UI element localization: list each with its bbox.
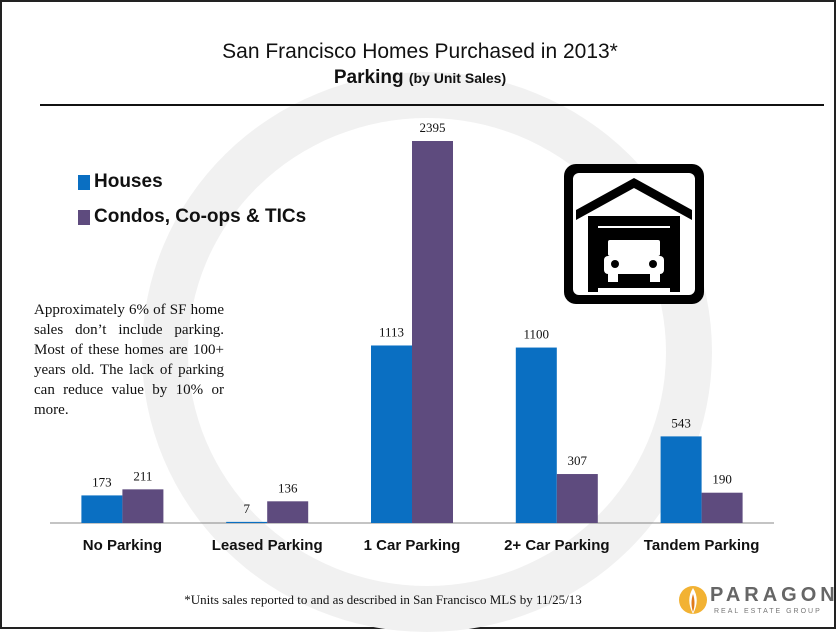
bar-houses-2-car-parking [515,347,557,523]
data-label-condos-co-ops-tics-2-car-parking: 307 [568,453,588,468]
x-tick-label-2-car-parking: 2+ Car Parking [504,537,609,554]
legend-label-houses: Houses [94,171,163,192]
bar-condos-co-ops-tics-tandem-parking [701,492,743,523]
data-label-condos-co-ops-tics-tandem-parking: 190 [712,472,732,487]
bars-group: 173 211 7 136 1113 2395 1100 307 543 190 [81,120,743,523]
x-tick-labels: No Parking Leased Parking 1 Car Parking 2+ … [83,537,760,554]
x-tick-label-tandem-parking: Tandem Parking [644,537,760,554]
bar-condos-co-ops-tics-leased-parking [267,501,309,523]
paragon-flame-icon [679,586,707,614]
subtitle-note: (by Unit Sales) [408,70,507,86]
subtitle-text: Parking [333,67,404,88]
data-label-houses-1-car-parking: 1113 [379,324,404,339]
bar-houses-tandem-parking [660,436,702,523]
x-tick-label-no-parking: No Parking [83,537,162,554]
data-label-condos-co-ops-tics-no-parking: 211 [133,468,152,483]
chart-subtitle: Parking (by Unit Sales) [2,67,836,89]
legend-swatch-houses [78,174,90,190]
x-tick-label-leased-parking: Leased Parking [212,537,323,554]
annotation-note: Approximately 6% of SF home sales don’t … [34,302,224,418]
logo-tagline: REAL ESTATE GROUP [714,608,822,615]
bar-houses-1-car-parking [371,345,412,523]
logo-wordmark: PARAGON [710,584,836,606]
chart-title: San Francisco Homes Purchased in 2013* [222,40,618,63]
bar-condos-co-ops-tics-no-parking [122,489,164,523]
legend-label-condos: Condos, Co-ops & TICs [94,206,307,227]
legend-swatch-condos [78,209,90,225]
data-label-condos-co-ops-tics-leased-parking: 136 [278,480,298,495]
footnote: *Units sales reported to and as describe… [184,592,582,607]
data-label-houses-no-parking: 173 [92,474,112,489]
bar-condos-co-ops-tics-1-car-parking [412,141,453,523]
legend-item-houses: Houses [78,170,163,194]
data-label-houses-tandem-parking: 543 [671,415,691,430]
data-label-houses-leased-parking: 7 [243,501,250,516]
x-tick-label-1-car-parking: 1 Car Parking [364,537,461,554]
bar-houses-no-parking [81,495,123,523]
data-label-houses-2-car-parking: 1100 [524,327,550,342]
legend-item-condos: Condos, Co-ops & TICs [78,205,306,229]
bar-houses-leased-parking [226,521,268,523]
bar-condos-co-ops-tics-2-car-parking [556,474,598,523]
data-label-condos-co-ops-tics-1-car-parking: 2395 [420,120,446,135]
garage-car-icon [564,164,704,304]
paragon-logo: PARAGON REAL ESTATE GROUP [678,580,835,620]
title-divider [40,104,824,106]
